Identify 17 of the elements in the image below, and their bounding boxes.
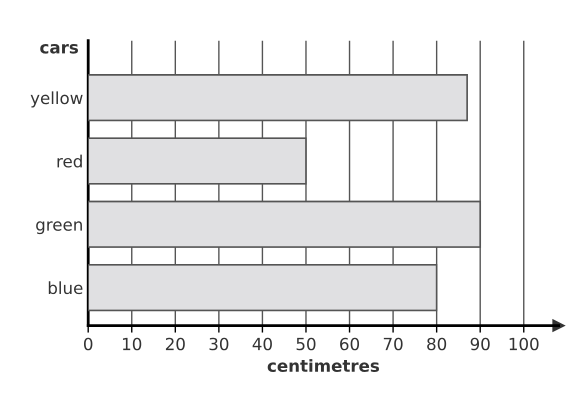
x-tick-label: 30 bbox=[210, 338, 228, 350]
y-tick-label: red bbox=[58, 154, 82, 168]
y-tick-label: blue bbox=[48, 281, 82, 294]
x-tick-label: 80 bbox=[427, 338, 446, 350]
x-tick-label: 20 bbox=[166, 338, 185, 350]
x-tick-label: 70 bbox=[384, 338, 403, 350]
x-tick-label: 10 bbox=[122, 338, 142, 350]
y-tick-label: green bbox=[36, 221, 82, 234]
x-tick-label: 40 bbox=[252, 338, 272, 350]
x-tick-label: 0 bbox=[84, 338, 92, 350]
y-tick-label: yellow bbox=[30, 91, 83, 108]
y-axis-title: cars bbox=[40, 44, 78, 54]
x-axis-title: centimetres bbox=[268, 359, 380, 372]
x-tick-label: 100 bbox=[510, 338, 539, 350]
x-tick-label: 60 bbox=[340, 338, 360, 350]
x-tick-label: 90 bbox=[470, 338, 490, 350]
x-tick-label: 50 bbox=[296, 338, 316, 350]
